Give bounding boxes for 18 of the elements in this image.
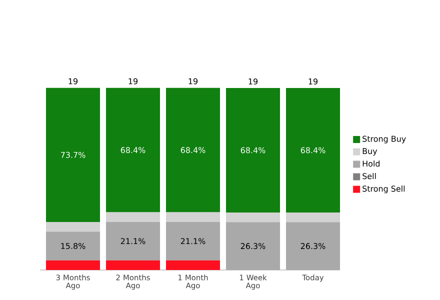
bar — [286, 212, 340, 222]
bar — [166, 88, 220, 212]
bar — [46, 88, 100, 222]
bar — [226, 212, 280, 222]
bar — [106, 260, 160, 270]
bar — [46, 260, 100, 270]
bar — [166, 212, 220, 222]
bar — [286, 88, 340, 212]
bar — [46, 222, 100, 232]
bar — [166, 260, 220, 270]
bar — [46, 232, 100, 260]
bar — [166, 222, 220, 260]
bar — [226, 222, 280, 270]
bar — [106, 88, 160, 212]
bar — [106, 212, 160, 222]
bar — [226, 88, 280, 212]
bar — [106, 222, 160, 260]
bar — [286, 222, 340, 270]
